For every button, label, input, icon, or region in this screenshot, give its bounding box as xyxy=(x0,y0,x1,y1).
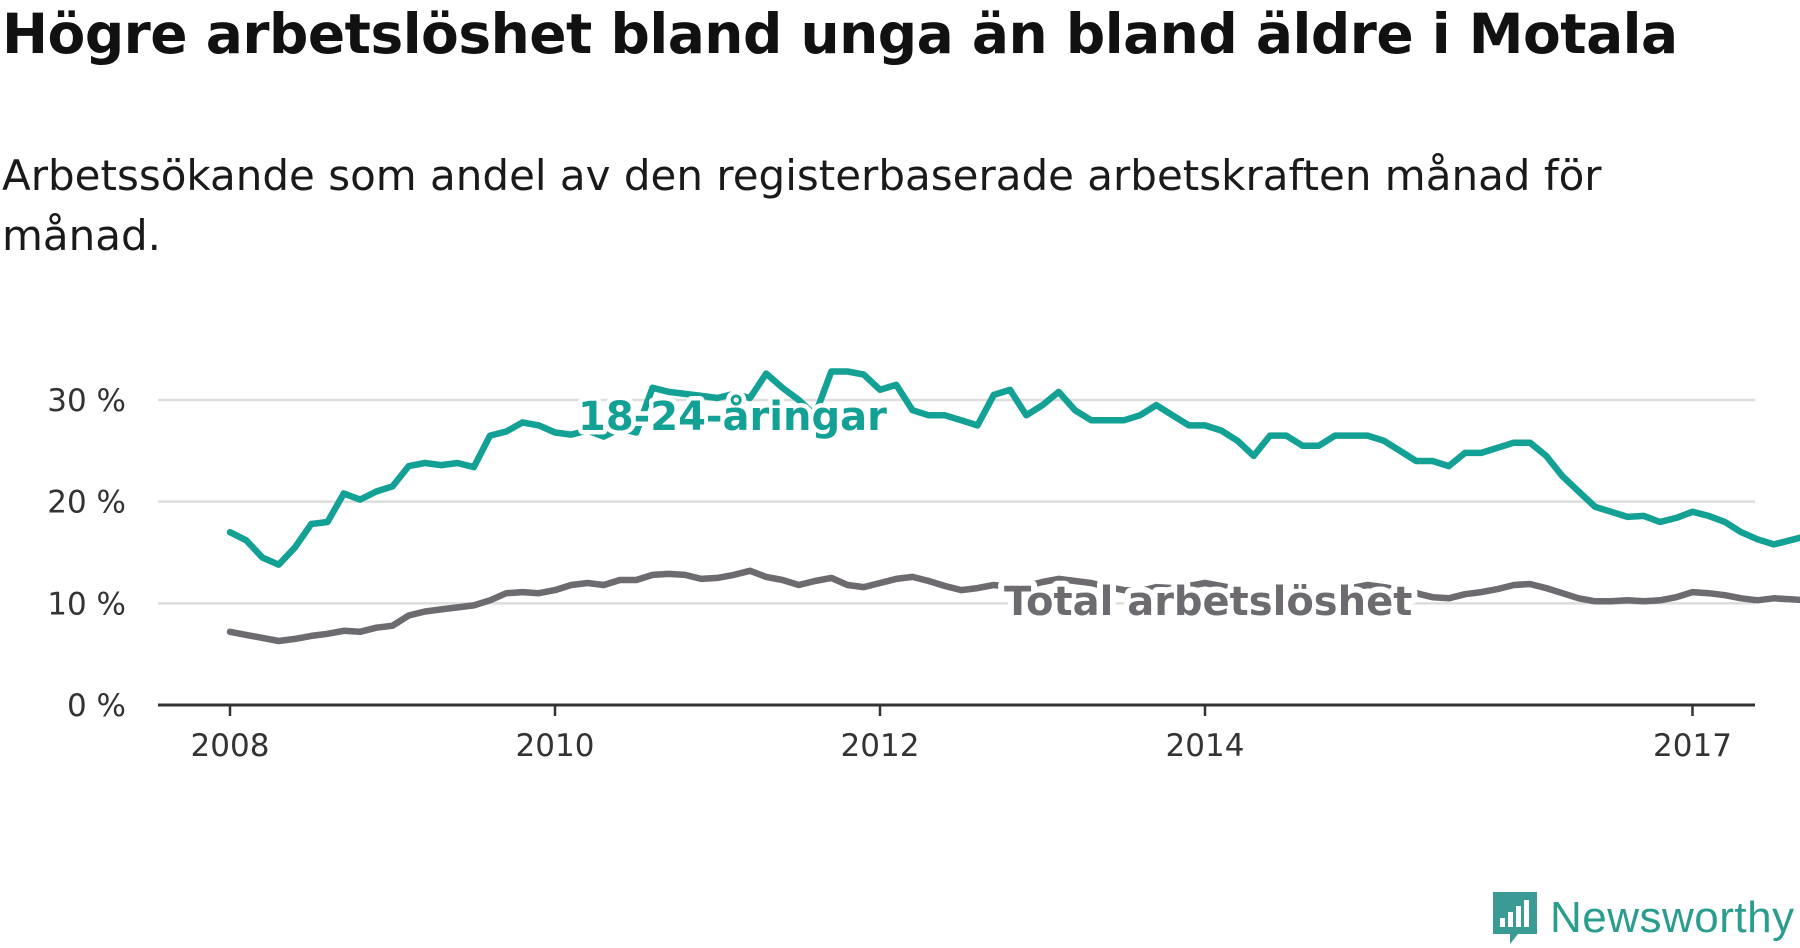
newsworthy-brand[interactable]: Newsworthy xyxy=(1490,888,1795,948)
x-tick-label-2017: 2017 xyxy=(1653,728,1732,764)
x-tick-label-2008: 2008 xyxy=(191,728,270,764)
series-lines xyxy=(226,368,1800,645)
x-axis: 200820102012201420172019202120232025 xyxy=(158,703,1755,764)
series-label-total: Total arbetslöshet xyxy=(1004,579,1412,625)
chart-subtitle: Arbetssökande som andel av den registerb… xyxy=(2,151,1602,260)
brand-name: Newsworthy xyxy=(1550,893,1795,942)
y-tick-label-30: 30 % xyxy=(47,383,126,419)
series-label-youth: 18-24-åringar xyxy=(578,393,887,440)
series-line-youth xyxy=(226,368,1800,568)
x-tick-label-2012: 2012 xyxy=(841,728,920,764)
grid-lines xyxy=(158,398,1755,605)
y-tick-label-0: 0 % xyxy=(67,688,126,724)
y-tick-label-10: 10 % xyxy=(47,586,126,622)
x-tick-label-2010: 2010 xyxy=(516,728,595,764)
series-line-total xyxy=(226,567,1800,645)
chart-title: Högre arbetslöshet bland unga än bland ä… xyxy=(2,2,1678,66)
newsworthy-logo-icon xyxy=(1493,892,1537,944)
y-tick-label-20: 20 % xyxy=(47,485,126,521)
x-tick-label-2014: 2014 xyxy=(1166,728,1245,764)
y-axis-tick-labels: 0 % 10 % 20 % 30 % xyxy=(47,383,126,724)
